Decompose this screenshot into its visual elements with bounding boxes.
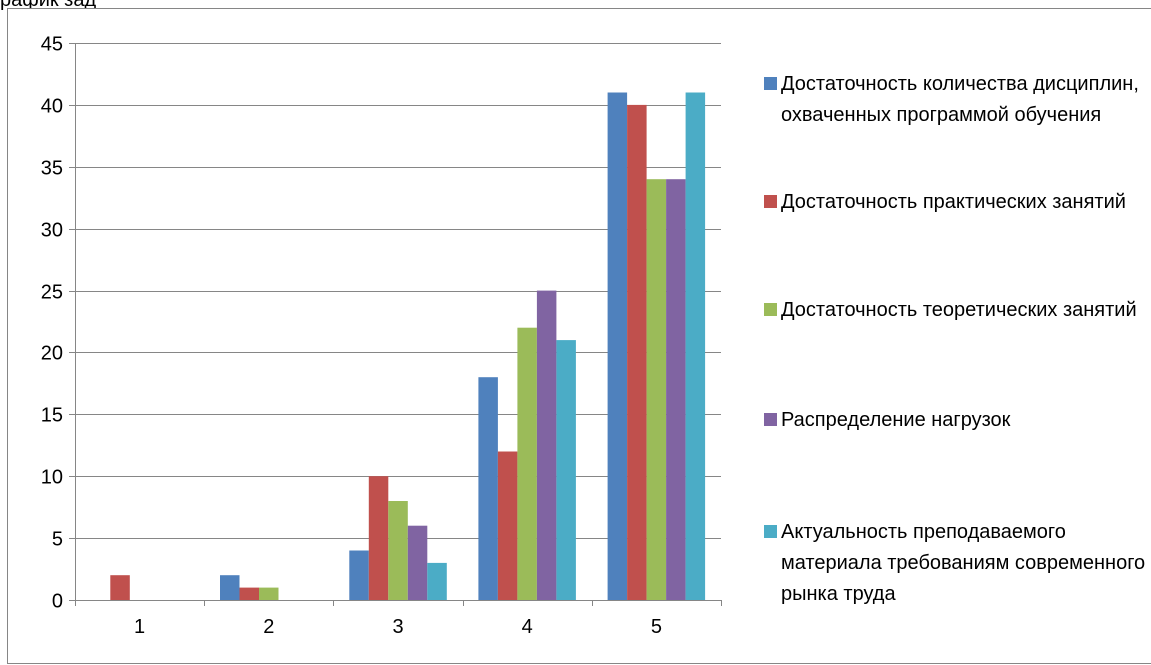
bar-series2-cat5: [627, 104, 647, 601]
bar-series1-cat5: [607, 92, 628, 600]
legend-item-2: Достаточность практических занятий: [764, 187, 1151, 218]
bar-series3-cat4: [517, 327, 537, 600]
x-tick-label-2: 2: [263, 616, 274, 638]
legend-label-3: Достаточность теоретических занятий: [781, 299, 1137, 321]
y-tick-label-40: 40: [41, 96, 63, 118]
bar-series3-cat2: [259, 587, 279, 600]
bar-series1-cat4: [478, 377, 498, 600]
legend-swatch-1: [764, 77, 777, 90]
legend-label-4: Распределение нагрузок: [781, 409, 1011, 431]
x-tick-label-4: 4: [522, 616, 533, 638]
legend-label-5: Актуальность преподаваемого материала тр…: [781, 521, 1146, 605]
x-tick-label-1: 1: [134, 616, 145, 638]
bar-series2-cat4: [497, 451, 518, 600]
page-text-fragment: рафик зад: [0, 0, 97, 11]
legend-item-5: Актуальность преподаваемого материала тр…: [764, 517, 1151, 610]
y-tick-label-0: 0: [52, 591, 63, 613]
chart-container: 0 5 10 15 20 25 30 35 40 45 1 2 3 4 5 Достаточность ко…: [7, 8, 1151, 664]
bar-series5-cat5: [685, 92, 706, 600]
bar-series2-cat3: [368, 476, 389, 600]
bar-series1-cat3: [349, 550, 369, 600]
y-tick-label-10: 10: [41, 467, 63, 489]
bar-series4-cat5: [666, 179, 686, 600]
y-tick-label-35: 35: [41, 158, 63, 180]
y-tick-label-30: 30: [41, 220, 63, 242]
bar-series1-cat2: [220, 575, 240, 600]
legend-swatch-2: [764, 195, 777, 208]
y-tick-label-25: 25: [41, 282, 63, 304]
bar-series3-cat3: [388, 501, 408, 600]
legend-item-1: Достаточность количества дисциплин, охва…: [764, 69, 1151, 131]
bar-series4-cat4: [536, 290, 557, 600]
legend-label-1: Достаточность количества дисциплин, охва…: [781, 73, 1139, 126]
bar-series5-cat3: [427, 562, 447, 600]
x-tick-label-5: 5: [651, 616, 662, 638]
legend-swatch-3: [764, 303, 777, 316]
bar-series2-cat1: [110, 575, 130, 600]
x-tick-label-3: 3: [392, 616, 403, 638]
y-tick-label-45: 45: [41, 34, 63, 56]
bar-series2-cat2: [239, 587, 259, 600]
legend-label-2: Достаточность практических занятий: [781, 191, 1126, 213]
y-tick-label-20: 20: [41, 343, 63, 365]
y-tick-label-5: 5: [52, 529, 63, 551]
bar-series5-cat4: [556, 340, 576, 600]
y-tick-label-15: 15: [41, 405, 63, 427]
bar-series4-cat3: [407, 525, 428, 600]
bar-series3-cat5: [646, 179, 667, 600]
legend-swatch-4: [764, 413, 777, 426]
legend-item-3: Достаточность теоретических занятий: [764, 295, 1151, 326]
legend-swatch-5: [764, 525, 777, 538]
legend-item-4: Распределение нагрузок: [764, 405, 1151, 436]
